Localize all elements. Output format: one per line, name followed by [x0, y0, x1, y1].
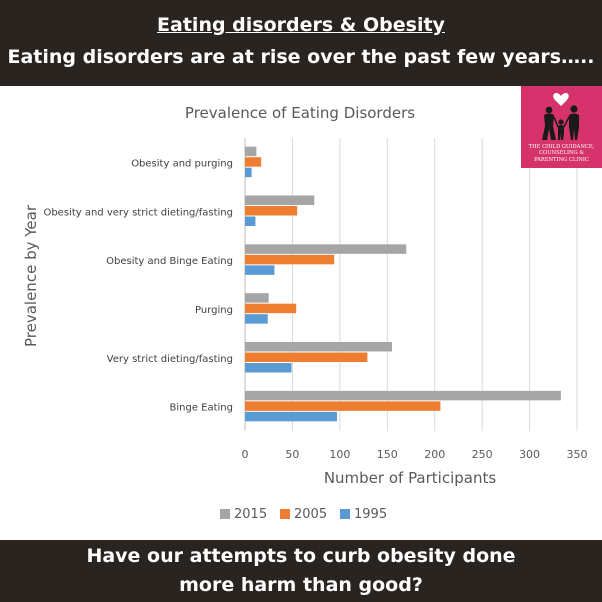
- legend-swatch-1995: [340, 509, 350, 519]
- category-label: Obesity and Binge Eating: [106, 256, 233, 267]
- legend-swatch-2015: [220, 509, 230, 519]
- bar-2005: [245, 352, 368, 362]
- bar-2005: [245, 254, 335, 265]
- x-tick-label: 150: [377, 448, 398, 461]
- legend-label: 2005: [294, 507, 327, 522]
- chart-gridlines: [244, 138, 578, 431]
- chart-title: Prevalence of Eating Disorders: [185, 104, 415, 122]
- bar-2015: [245, 146, 257, 157]
- bar-2015: [245, 195, 315, 205]
- x-tick-label: 100: [329, 448, 350, 461]
- chart-bars: [245, 146, 561, 422]
- footer-line-1: Have our attempts to curb obesity done: [86, 545, 516, 567]
- header-banner: Eating disorders & Obesity Eating disord…: [0, 0, 602, 86]
- bar-chart: Prevalence of Eating Disorders Obesity a…: [22, 104, 588, 522]
- x-axis-label: Number of Participants: [324, 469, 497, 487]
- bar-1995: [245, 411, 338, 422]
- x-tick-label: 250: [472, 448, 493, 461]
- bar-1995: [245, 314, 268, 324]
- legend-swatch-2005: [280, 509, 290, 519]
- x-tick-label: 0: [242, 448, 249, 461]
- category-label: Binge Eating: [170, 403, 234, 414]
- header-subtitle: Eating disorders are at rise over the pa…: [7, 46, 595, 68]
- x-tick-label: 200: [424, 448, 445, 461]
- category-label: Obesity and purging: [131, 158, 233, 169]
- bar-2005: [245, 206, 298, 216]
- bar-2005: [245, 303, 297, 314]
- x-tick-label: 300: [519, 448, 540, 461]
- x-tick-labels: 0 50 100 150 200 250 300 350: [242, 448, 588, 461]
- bar-2015: [245, 293, 269, 303]
- chart-panel: Prevalence of Eating Disorders Obesity a…: [0, 86, 602, 540]
- category-labels: Obesity and purging Obesity and very stri…: [43, 158, 233, 413]
- x-tick-label: 350: [567, 448, 588, 461]
- family-silhouette-icon: [542, 93, 579, 140]
- clinic-logo: THE CHILD GUIDANCE, COUNSELING & PARENTI…: [521, 86, 602, 168]
- category-label: Very strict dieting/fasting: [107, 354, 233, 365]
- category-label: Purging: [195, 305, 233, 316]
- footer-line-2: more harm than good?: [179, 574, 423, 596]
- bar-1995: [245, 167, 252, 178]
- bar-1995: [245, 265, 275, 275]
- clinic-name: THE CHILD GUIDANCE, COUNSELING & PARENTI…: [528, 144, 595, 163]
- bar-1995: [245, 216, 256, 226]
- legend-label: 1995: [354, 507, 387, 522]
- bar-2005: [245, 157, 262, 167]
- bar-2015: [245, 342, 393, 352]
- chart-legend: 2015 2005 1995: [220, 507, 387, 522]
- footer-banner: Have our attempts to curb obesity done m…: [0, 540, 602, 602]
- category-label: Obesity and very strict dieting/fasting: [43, 207, 233, 218]
- bar-2015: [245, 244, 407, 254]
- bar-1995: [245, 363, 292, 373]
- bar-2015: [245, 390, 561, 401]
- y-axis-label: Prevalence by Year: [22, 204, 40, 347]
- legend-label: 2015: [234, 507, 267, 522]
- header-title: Eating disorders & Obesity: [157, 14, 445, 36]
- x-tick-label: 50: [285, 448, 299, 461]
- bar-2005: [245, 401, 441, 411]
